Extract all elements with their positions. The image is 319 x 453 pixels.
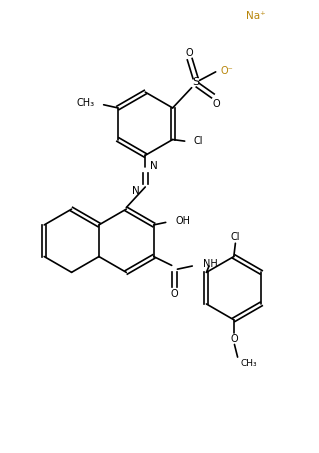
Text: O: O <box>213 99 220 109</box>
Text: CH₃: CH₃ <box>241 359 257 368</box>
Text: O: O <box>186 48 194 58</box>
Text: CH₃: CH₃ <box>77 97 95 107</box>
Text: N: N <box>132 186 140 196</box>
Text: O: O <box>231 334 238 344</box>
Text: Na⁺: Na⁺ <box>246 11 266 21</box>
Text: S: S <box>192 77 199 87</box>
Text: N: N <box>150 161 158 171</box>
Text: OH: OH <box>176 216 191 226</box>
Text: Cl: Cl <box>231 232 241 242</box>
Text: NH: NH <box>203 260 218 270</box>
Text: O⁻: O⁻ <box>221 66 234 76</box>
Text: Cl: Cl <box>193 136 203 146</box>
Text: O: O <box>170 289 178 299</box>
